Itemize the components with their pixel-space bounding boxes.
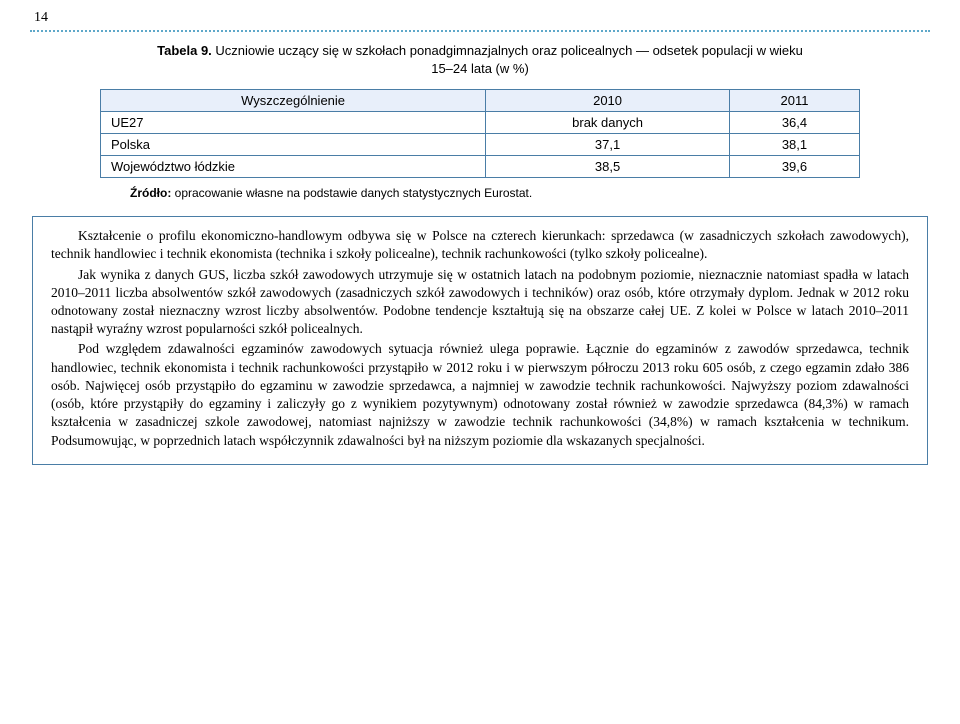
table-title-line1: Uczniowie uczący się w szkołach ponadgim… bbox=[215, 43, 802, 58]
table-label: Tabela 9. bbox=[157, 43, 212, 58]
col-head-1: 2010 bbox=[486, 90, 730, 112]
source-text: opracowanie własne na podstawie danych s… bbox=[171, 186, 532, 200]
source-label: Źródło: bbox=[130, 186, 171, 200]
table-header-row: Wyszczególnienie 2010 2011 bbox=[101, 90, 860, 112]
cell: brak danych bbox=[486, 112, 730, 134]
text-box: Kształcenie o profilu ekonomiczno-handlo… bbox=[32, 216, 928, 465]
table-caption: Tabela 9. Uczniowie uczący się w szkołac… bbox=[30, 42, 930, 77]
source-line: Źródło: opracowanie własne na podstawie … bbox=[130, 186, 930, 200]
col-head-2: 2011 bbox=[729, 90, 859, 112]
paragraph: Pod względem zdawalności egzaminów zawod… bbox=[51, 340, 909, 449]
table-row: Polska 37,1 38,1 bbox=[101, 134, 860, 156]
cell: 36,4 bbox=[729, 112, 859, 134]
table-row: UE27 brak danych 36,4 bbox=[101, 112, 860, 134]
col-head-0: Wyszczególnienie bbox=[101, 90, 486, 112]
cell: Województwo łódzkie bbox=[101, 156, 486, 178]
paragraph: Jak wynika z danych GUS, liczba szkół za… bbox=[51, 266, 909, 339]
table-title-line2: 15–24 lata (w %) bbox=[431, 61, 529, 76]
table-row: Województwo łódzkie 38,5 39,6 bbox=[101, 156, 860, 178]
cell: Polska bbox=[101, 134, 486, 156]
data-table: Wyszczególnienie 2010 2011 UE27 brak dan… bbox=[100, 89, 860, 178]
paragraph: Kształcenie o profilu ekonomiczno-handlo… bbox=[51, 227, 909, 263]
cell: 38,1 bbox=[729, 134, 859, 156]
dotted-separator bbox=[30, 30, 930, 32]
cell: 39,6 bbox=[729, 156, 859, 178]
cell: 37,1 bbox=[486, 134, 730, 156]
cell: UE27 bbox=[101, 112, 486, 134]
page-number: 14 bbox=[34, 10, 930, 26]
cell: 38,5 bbox=[486, 156, 730, 178]
